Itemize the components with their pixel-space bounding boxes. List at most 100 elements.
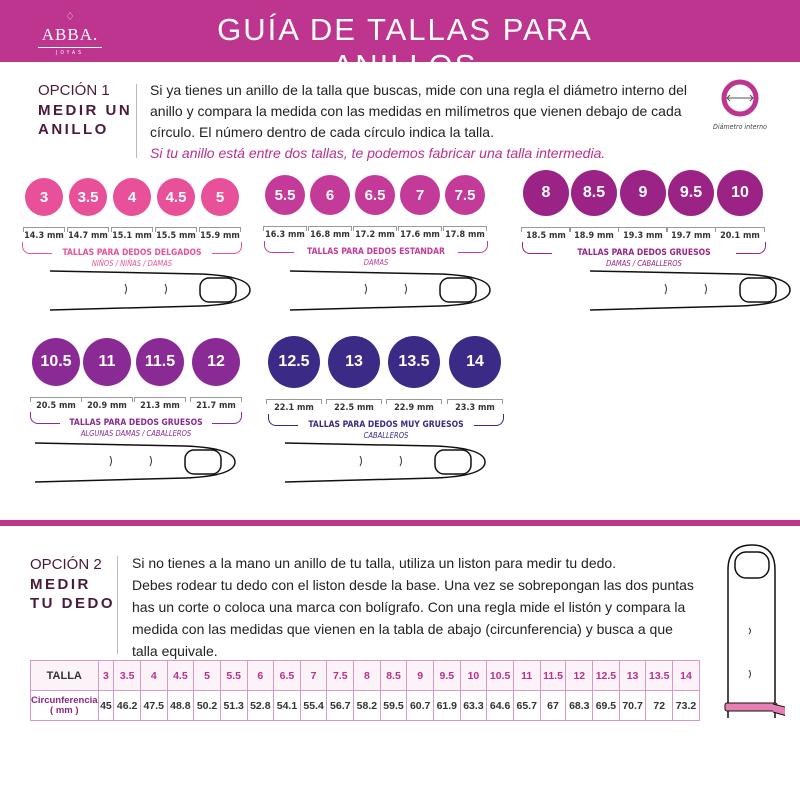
size-circle: 3.5: [69, 178, 107, 216]
size-circle: 4.5: [157, 178, 195, 216]
diameter-label: 21.7 mm: [196, 401, 236, 411]
diameter-label: 19.7 mm: [671, 231, 711, 241]
size-circle: 12: [192, 338, 240, 386]
size-cell: 3: [97, 660, 115, 691]
circumference-cell: 73.2: [672, 690, 700, 721]
ring-diameter-icon: [718, 78, 762, 122]
option1-highlight: Si tu anillo está entre dos tallas, te p…: [150, 145, 606, 161]
diameter-label: 23.3 mm: [455, 403, 495, 413]
measure-tick: [386, 399, 442, 404]
group-title: TALLAS PARA DEDOS ESTANDAR: [294, 247, 458, 257]
divider: [117, 556, 118, 654]
logo-sub: JOYAS: [38, 47, 102, 56]
circumference-cell: 58.2: [353, 690, 381, 721]
size-circle: 7.5: [445, 175, 485, 215]
size-cell: 4.5: [166, 660, 195, 691]
option1-instructions: Si ya tienes un anillo de la talla que b…: [150, 82, 687, 140]
circumference-cell: 47.5: [139, 690, 168, 721]
circumference-cell: 65.7: [512, 690, 541, 721]
diameter-label: 17.8 mm: [445, 230, 485, 240]
size-table: TALLA 3 3.5 4 4.5 5 5.5 6 6.5 7 7.5 8 8.5 9 9.5 10 10.5 1…: [30, 660, 700, 721]
group-subtitle: DAMAS: [363, 258, 389, 267]
size-cell: 6.5: [273, 660, 301, 691]
measure-tick: [111, 227, 153, 232]
diameter-label: 16.8 mm: [310, 230, 350, 240]
size-cell: 10.5: [486, 660, 514, 691]
brand-logo: ♢ ABBA. JOYAS: [38, 10, 102, 56]
measure-tick: [67, 227, 109, 232]
size-cell: 13: [618, 660, 647, 691]
diameter-label: 18.9 mm: [574, 231, 614, 241]
circumference-cell: 54.1: [273, 690, 301, 721]
measure-tick: [398, 226, 442, 231]
circumference-cell: 67: [539, 690, 567, 721]
size-cell: 9: [406, 660, 434, 691]
size-circle: 13.5: [388, 336, 440, 388]
option1-text: Si ya tienes un anillo de la talla que b…: [150, 80, 700, 164]
size-cell: 9.5: [432, 660, 461, 691]
measure-tick: [134, 397, 186, 402]
measure-tick: [353, 226, 397, 231]
circumference-cell: 68.3: [565, 690, 594, 721]
measure-tick: [326, 399, 382, 404]
circumference-cell: 70.7: [618, 690, 647, 721]
size-circle: 3: [25, 178, 63, 216]
measure-tick: [308, 226, 352, 231]
size-circle: 5: [201, 178, 239, 216]
diameter-label: 14.3 mm: [24, 231, 64, 241]
diameter-label: 18.5 mm: [526, 231, 566, 241]
diameter-label: 20.9 mm: [87, 401, 127, 411]
group-subtitle: NIÑOS / NIÑAS / DAMAS: [91, 259, 173, 268]
measure-tick: [263, 226, 307, 231]
diameter-label: 22.1 mm: [274, 403, 314, 413]
finger-illustration: [49, 268, 260, 312]
circumference-header: Circunferencia( mm ): [30, 690, 99, 721]
size-circle: 6: [310, 175, 350, 215]
diameter-label: 16.3 mm: [265, 230, 305, 240]
circumference-cell: 59.5: [379, 690, 408, 721]
size-circle: 11: [83, 338, 131, 386]
circumference-cell: 55.4: [299, 690, 328, 721]
option2-number: OPCIÓN 2: [30, 556, 102, 573]
option2-line: Debes rodear tu dedo con el liston desde…: [132, 577, 694, 593]
option2-text: Si no tienes a la mano un anillo de tu t…: [132, 552, 712, 662]
option1-name-2: ANILLO: [38, 121, 109, 138]
group-subtitle: DAMAS / CABALLEROS: [606, 259, 682, 268]
circumference-cell: 52.8: [246, 690, 275, 721]
circumference-row: Circunferencia( mm ) 45 46.2 47.5 48.8 50.2 51…: [30, 690, 700, 721]
group-title: TALLAS PARA DEDOS GRUESOS: [60, 418, 212, 428]
circumference-cell: 50.2: [193, 690, 221, 721]
size-cell: 11.5: [539, 660, 567, 691]
size-cell: 14: [672, 660, 700, 691]
measure-tick: [81, 397, 133, 402]
size-cell: 10: [459, 660, 488, 691]
option2-line: Si no tienes a la mano un anillo de tu t…: [132, 555, 617, 571]
size-cell: 6: [246, 660, 275, 691]
diameter-label: 15.5 mm: [156, 231, 196, 241]
size-cell: 5.5: [219, 660, 248, 691]
size-row: TALLA 3 3.5 4 4.5 5 5.5 6 6.5 7 7.5 8 8.5 9 9.5 10 10.5 1…: [30, 660, 700, 691]
finger-with-ribbon-illustration: [715, 540, 790, 720]
size-circle: 7: [400, 175, 440, 215]
measure-tick: [266, 399, 322, 404]
group-subtitle: ALGUNAS DAMAS / CABALLEROS: [80, 429, 192, 438]
size-cell: 12: [565, 660, 594, 691]
option1-name-1: MEDIR UN: [38, 102, 133, 119]
group-title: TALLAS PARA DEDOS MUY GRUESOS: [298, 420, 474, 430]
diameter-label: 17.2 mm: [355, 230, 395, 240]
size-circle: 13: [328, 336, 380, 388]
size-cell: 8: [353, 660, 381, 691]
size-cell: 8.5: [379, 660, 408, 691]
measure-tick: [155, 227, 197, 232]
size-circle: 10: [717, 170, 763, 216]
finger-illustration: [589, 268, 800, 312]
group-title: TALLAS PARA DEDOS GRUESOS: [552, 248, 736, 258]
size-circle: 8.5: [571, 170, 617, 216]
option2-name-1: MEDIR: [30, 576, 91, 593]
diameter-label: 22.9 mm: [394, 403, 434, 413]
measure-tick: [23, 227, 65, 232]
size-circle: 5.5: [265, 175, 305, 215]
size-circle: 9.5: [668, 170, 714, 216]
diameter-label: 19.3 mm: [623, 231, 663, 241]
size-cell: 7.5: [326, 660, 355, 691]
